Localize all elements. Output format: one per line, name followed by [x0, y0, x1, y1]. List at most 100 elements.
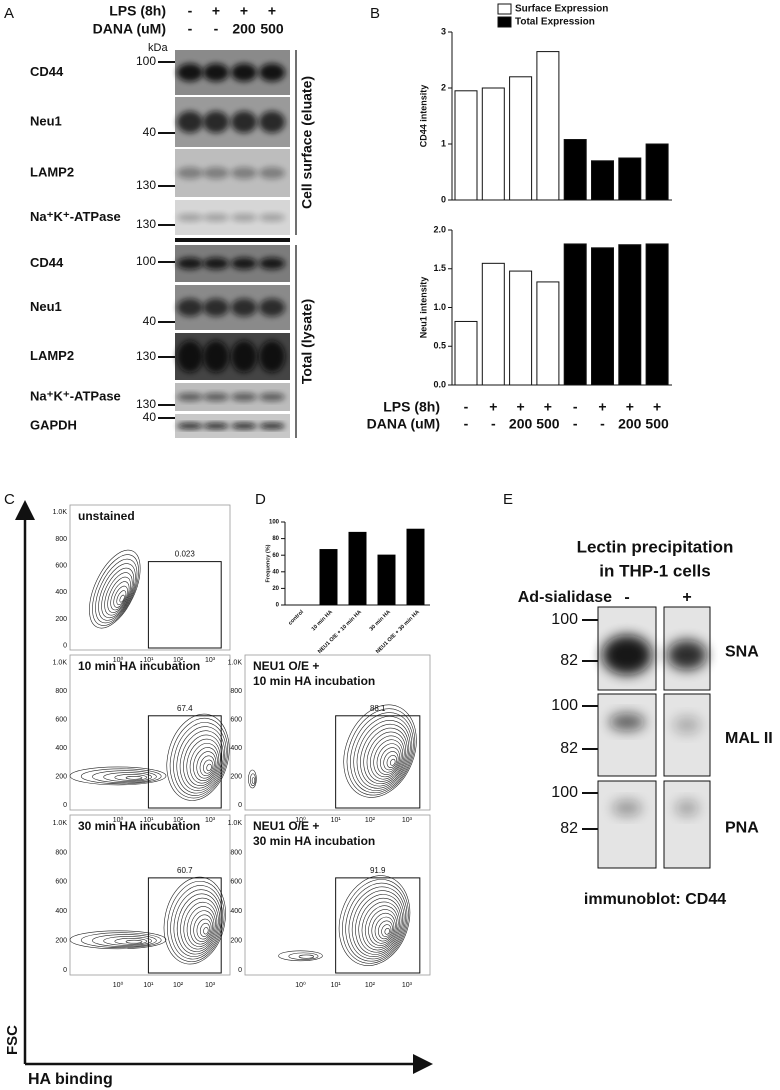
marker-label: 130 — [136, 217, 156, 231]
contour — [92, 934, 157, 947]
contour — [103, 772, 152, 782]
bar — [377, 554, 396, 605]
contour — [193, 747, 218, 781]
band — [231, 298, 257, 317]
blot-title: in THP-1 cells — [599, 561, 710, 580]
band — [259, 63, 285, 82]
band — [203, 111, 229, 133]
band — [231, 63, 257, 82]
blot — [597, 693, 657, 777]
contour — [374, 916, 395, 942]
y-tick-label: 800 — [230, 688, 242, 695]
lectin-label: PNA — [725, 820, 759, 837]
contour — [248, 769, 257, 789]
contour — [343, 704, 417, 798]
lane-value: + — [544, 399, 552, 415]
gate-value: 88.1 — [370, 704, 386, 713]
band — [259, 111, 285, 133]
contour — [125, 939, 143, 944]
contour — [338, 875, 411, 966]
gate — [147, 877, 222, 974]
contour — [190, 910, 215, 945]
y-tick-label: 200 — [55, 938, 67, 945]
bar — [645, 143, 669, 201]
y-tick-label: 200 — [230, 938, 242, 945]
legend-swatch — [497, 16, 512, 28]
lane-value: + — [212, 3, 220, 19]
contour — [356, 720, 411, 789]
contour — [298, 954, 314, 959]
band — [203, 298, 229, 317]
legend-swatch — [497, 3, 512, 15]
y-tick-label: 0 — [63, 642, 67, 649]
plot-frame — [69, 504, 231, 651]
x-tick-label: 10² — [173, 657, 184, 664]
y-tick-label: 2 — [441, 82, 446, 92]
plot-title: 10 min HA incubation — [78, 659, 200, 673]
contour — [69, 766, 167, 786]
y-tick-label: 0 — [63, 967, 67, 974]
y-tick-label: 100 — [269, 520, 280, 526]
contour — [358, 897, 402, 953]
contour — [92, 554, 139, 626]
panel-label: B — [370, 5, 380, 22]
contour — [345, 882, 408, 962]
blot — [597, 780, 657, 869]
contour — [249, 773, 256, 787]
contour — [125, 775, 143, 780]
marker-label: 130 — [136, 349, 156, 363]
bar — [348, 531, 367, 605]
bar — [618, 244, 642, 386]
x-tick-label: 10³ — [402, 982, 413, 989]
y-tick-label: 200 — [55, 616, 67, 623]
lane-value: 500 — [645, 416, 669, 432]
band — [231, 257, 257, 270]
x-tick-label: 10⁰ — [295, 981, 306, 989]
x-tick-label: 10² — [173, 817, 184, 824]
bar — [563, 139, 587, 201]
lectin-label: MAL II — [725, 730, 773, 747]
x-tick-label: 10³ — [205, 817, 216, 824]
band — [203, 423, 229, 429]
plot-frame — [69, 654, 231, 811]
contour — [206, 763, 212, 772]
x-tick-label: 10¹ — [143, 982, 154, 989]
bar — [618, 157, 642, 201]
marker-label: 40 — [143, 314, 157, 328]
y-tick-label: 60 — [272, 553, 279, 559]
y-tick-label: 400 — [55, 589, 67, 596]
x-tick-label: 10⁰ — [113, 656, 124, 664]
bar — [454, 90, 478, 201]
x-tick-label: control — [288, 609, 306, 627]
x-axis-title: HA binding — [28, 1071, 113, 1088]
bar — [509, 76, 533, 201]
x-tick-label: 10⁰ — [113, 981, 124, 989]
band — [177, 213, 203, 222]
contour — [380, 747, 401, 773]
marker-label: 100 — [551, 611, 578, 628]
marker-label: 100 — [551, 784, 578, 801]
band — [177, 111, 203, 133]
lane-value: + — [682, 589, 691, 606]
plot-title: unstained — [78, 509, 135, 523]
contour — [189, 742, 220, 784]
contour — [183, 734, 223, 789]
y-tick-label: 400 — [55, 745, 67, 752]
y-tick-label: 0 — [63, 802, 67, 809]
contour — [89, 549, 141, 629]
contour — [119, 594, 125, 603]
y-tick-label: 800 — [55, 688, 67, 695]
bar — [645, 243, 669, 386]
contour — [373, 739, 404, 778]
marker-label: 100 — [136, 54, 156, 68]
y-tick-label: 3 — [441, 26, 446, 36]
bar — [536, 281, 560, 386]
x-tick-label: 10¹ — [143, 817, 154, 824]
gate-value: 0.023 — [175, 550, 196, 559]
contour — [251, 777, 256, 784]
contour — [69, 930, 167, 950]
contour — [95, 558, 138, 624]
lane-label: LPS (8h) — [109, 3, 166, 19]
blot — [663, 780, 711, 869]
band — [203, 213, 229, 222]
